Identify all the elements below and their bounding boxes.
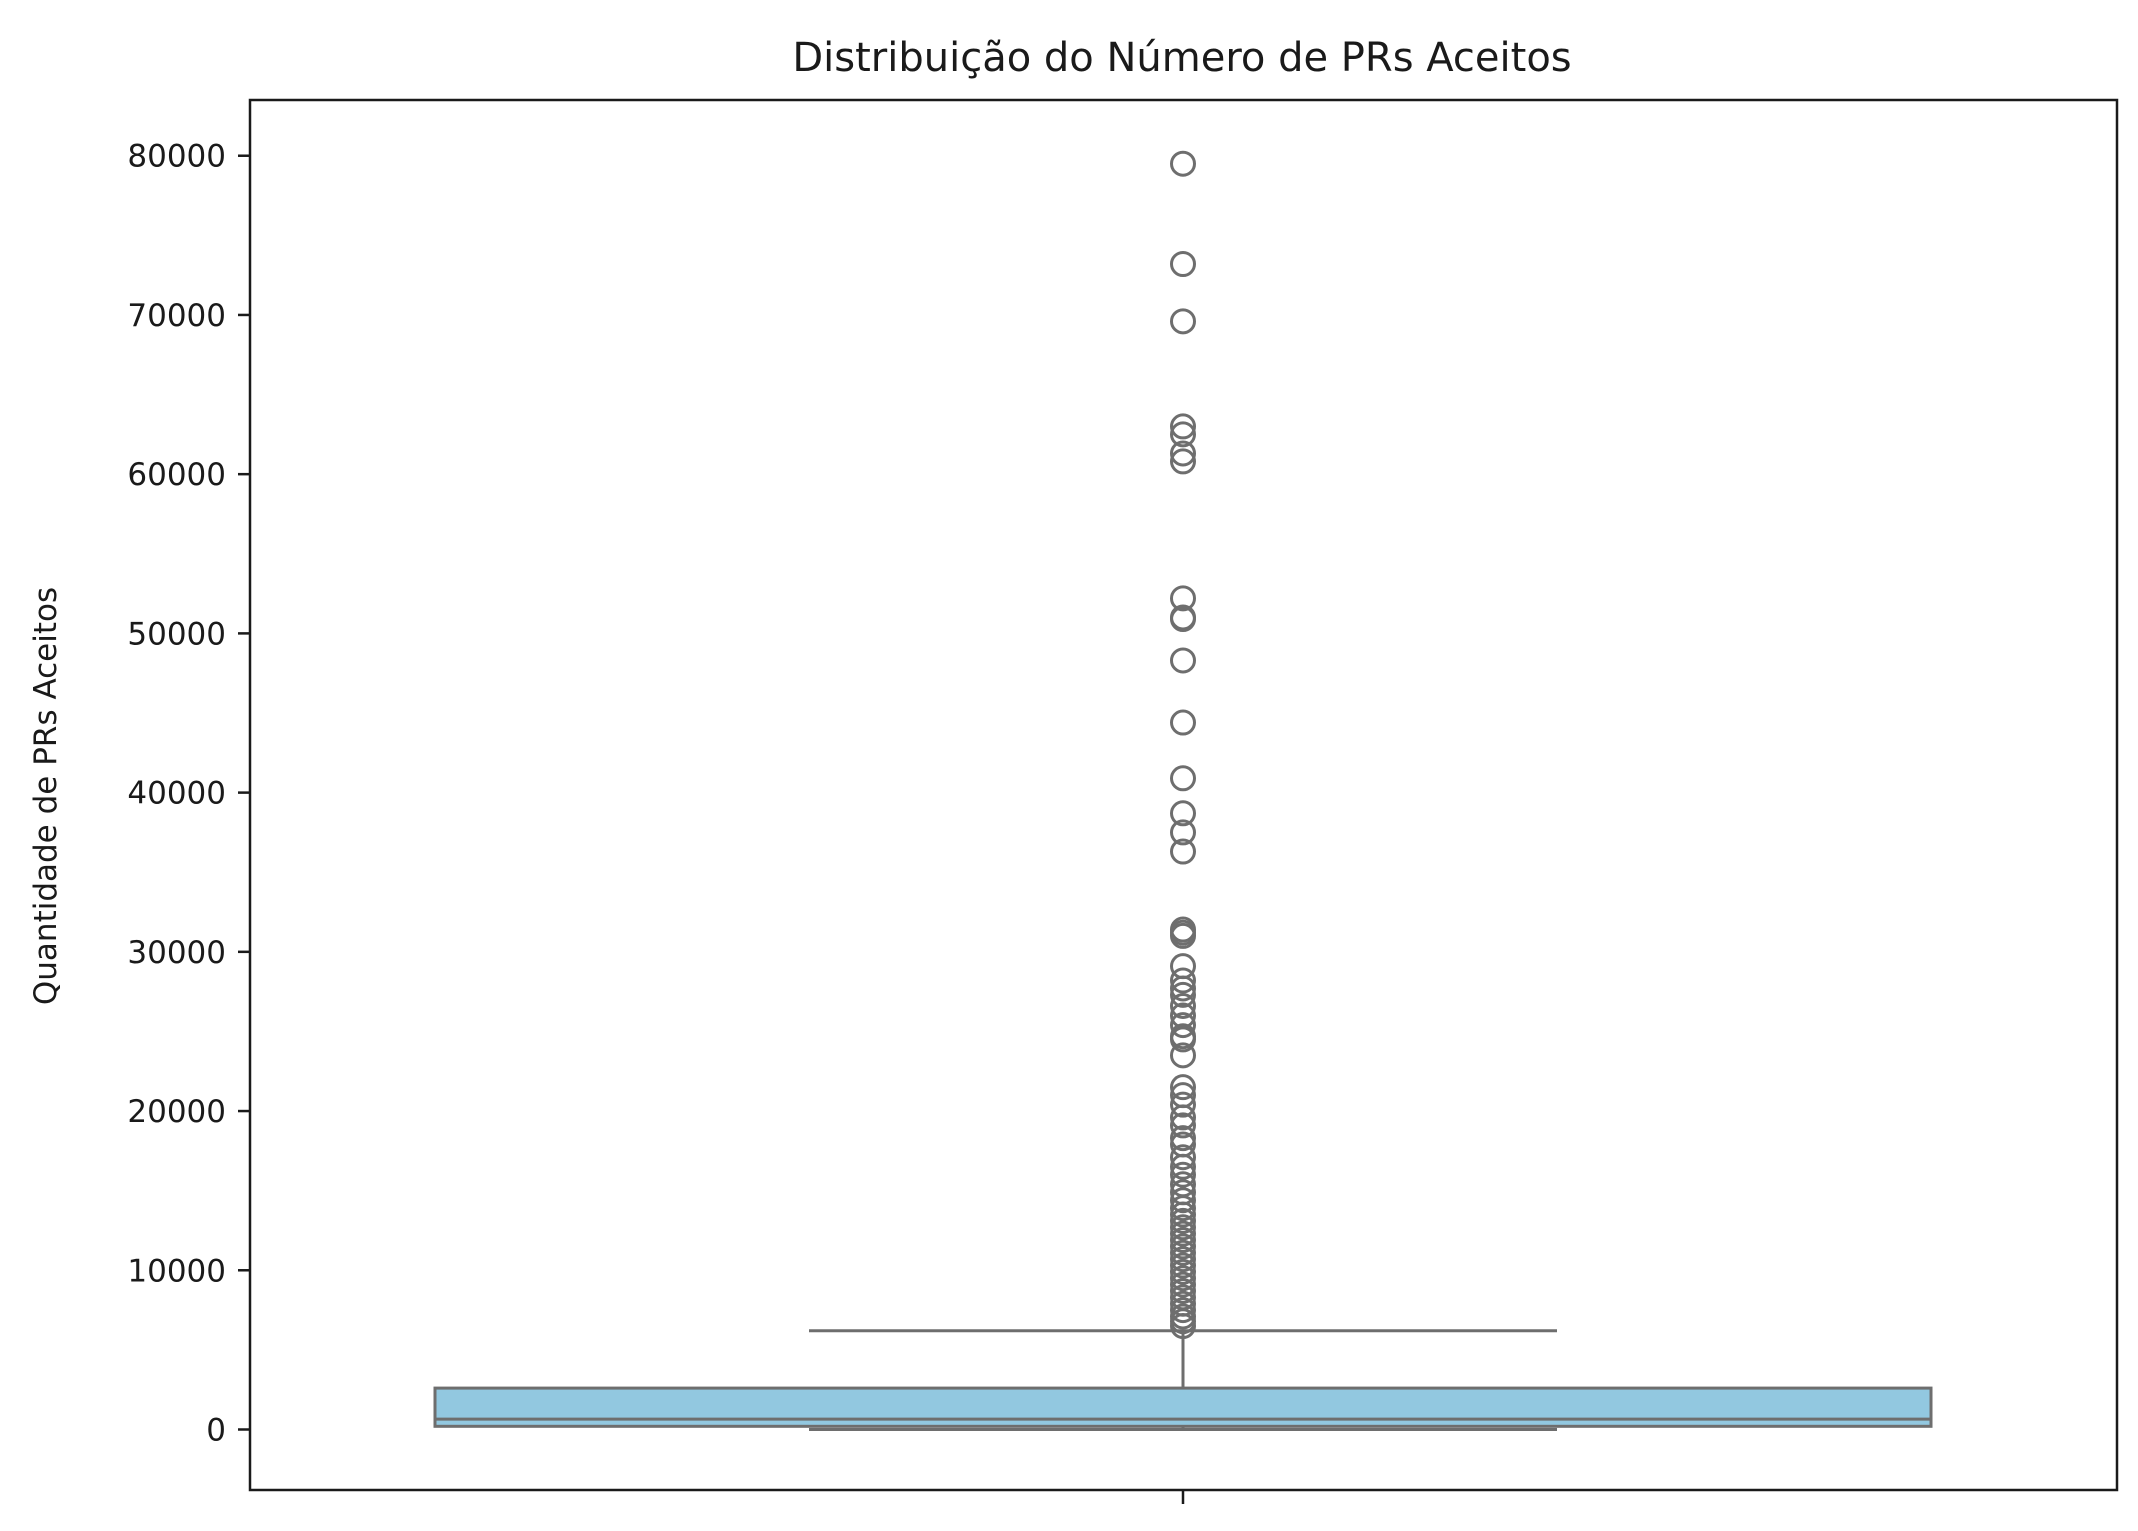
outlier-point xyxy=(1170,1214,1196,1241)
y-tick-label: 10000 xyxy=(127,1253,226,1289)
outlier-point xyxy=(1170,1074,1196,1101)
y-tick-label: 30000 xyxy=(127,935,226,971)
outlier-point xyxy=(1170,1252,1196,1279)
outlier-point xyxy=(1170,1091,1196,1118)
outlier-point xyxy=(1170,1239,1196,1266)
outlier-point xyxy=(1170,1233,1196,1260)
outlier-point xyxy=(1170,1258,1196,1285)
outlier-point xyxy=(1170,975,1196,1002)
outlier-point xyxy=(1170,1125,1196,1152)
outlier-point xyxy=(1170,1227,1196,1254)
outlier-point xyxy=(1170,967,1196,994)
outlier-point xyxy=(1170,448,1196,475)
y-tick-label: 70000 xyxy=(127,298,226,334)
outlier-point xyxy=(1170,1313,1196,1340)
outlier-point xyxy=(1170,250,1196,277)
outlier-point xyxy=(1170,1042,1196,1069)
outlier-point xyxy=(1170,1207,1196,1234)
outlier-point xyxy=(1170,1265,1196,1292)
outlier-point xyxy=(1170,800,1196,827)
outlier-point xyxy=(1170,1104,1196,1131)
outlier-point xyxy=(1170,150,1196,177)
y-axis-label: Quantidade de PRs Aceitos xyxy=(28,587,64,1005)
outlier-point xyxy=(1170,981,1196,1008)
outlier-point xyxy=(1170,1246,1196,1273)
outlier-point xyxy=(1170,1195,1196,1222)
outlier-point xyxy=(1170,709,1196,736)
y-tick-label: 0 xyxy=(206,1412,226,1448)
outlier-point xyxy=(1170,440,1196,467)
outlier-point xyxy=(1170,308,1196,335)
chart-title: Distribuição do Número de PRs Aceitos xyxy=(792,35,1571,81)
y-tick-label: 50000 xyxy=(127,616,226,652)
outlier-point xyxy=(1170,922,1196,949)
outlier-point xyxy=(1170,1153,1196,1180)
outlier-point xyxy=(1170,1161,1196,1188)
y-tick-label: 20000 xyxy=(127,1094,226,1130)
outlier-point xyxy=(1170,838,1196,865)
outlier-point xyxy=(1170,819,1196,846)
outlier-point xyxy=(1170,1271,1196,1298)
y-tick-label: 80000 xyxy=(127,139,226,175)
outlier-point xyxy=(1170,1187,1196,1214)
outlier-point xyxy=(1170,647,1196,674)
outlier-point xyxy=(1170,1277,1196,1304)
y-tick-label: 60000 xyxy=(127,457,226,493)
outlier-point xyxy=(1170,1144,1196,1171)
outlier-point xyxy=(1170,992,1196,1019)
plot-area: 0 10000 20000 30000 40000 50000 60000 70000 8000… xyxy=(127,98,2119,1504)
outlier-point xyxy=(1170,1220,1196,1247)
outlier-point xyxy=(1170,1297,1196,1324)
outlier-point xyxy=(1170,1026,1196,1053)
outlier-point xyxy=(1170,765,1196,792)
outlier-point xyxy=(1170,1201,1196,1228)
outlier-point xyxy=(1170,421,1196,448)
outlier-point xyxy=(1170,413,1196,440)
outlier-point xyxy=(1170,606,1196,633)
y-tick-label: 40000 xyxy=(127,776,226,812)
outlier-point xyxy=(1170,1112,1196,1139)
outlier-point xyxy=(1170,585,1196,612)
outlier-point xyxy=(1170,1012,1196,1039)
